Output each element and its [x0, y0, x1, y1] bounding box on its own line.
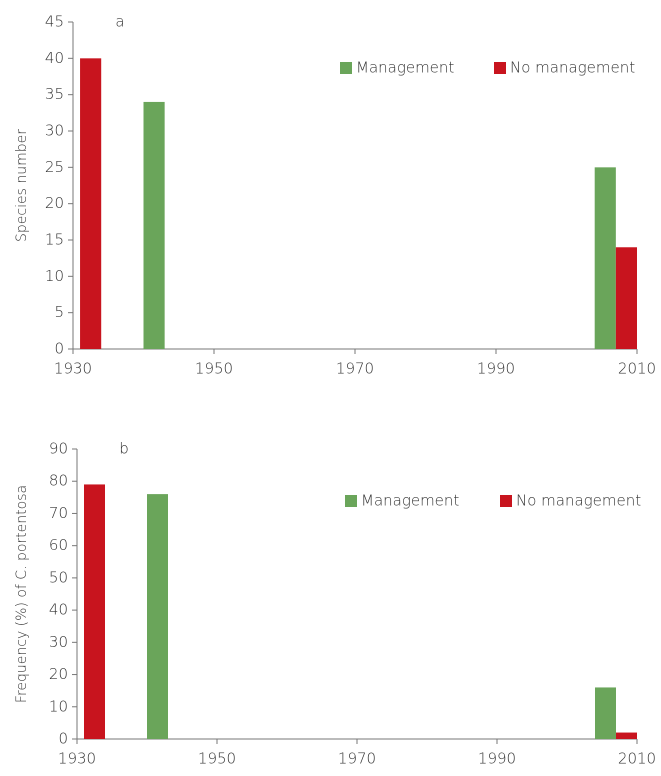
bar [147, 494, 168, 739]
legend-label: No management [516, 492, 641, 510]
bar [80, 58, 102, 349]
x-tick-label: 1970 [338, 750, 376, 768]
x-tick-label: 1930 [58, 750, 96, 768]
y-tick-label: 20 [49, 665, 68, 683]
x-tick-label: 1950 [195, 360, 233, 378]
panel-label: a [115, 13, 124, 31]
panel-label: b [119, 440, 129, 458]
y-tick-label: 5 [54, 303, 64, 321]
y-tick-label: 20 [45, 194, 64, 212]
y-tick-label: 10 [49, 697, 68, 715]
y-axis-label: Frequency (%) of C. portentosa [14, 485, 30, 703]
legend-swatch [500, 495, 512, 507]
y-tick-label: 45 [45, 13, 64, 31]
y-tick-label: 50 [49, 568, 68, 586]
legend-swatch [494, 62, 506, 74]
x-tick-label: 2010 [618, 360, 656, 378]
bar [615, 247, 637, 349]
y-tick-label: 40 [49, 601, 68, 619]
legend-swatch [340, 62, 352, 74]
bar [143, 101, 165, 349]
y-axis-label: Species number [14, 129, 30, 242]
x-tick-label: 1930 [54, 360, 92, 378]
x-tick-label: 1990 [477, 360, 515, 378]
y-tick-label: 10 [45, 267, 64, 285]
bar [594, 167, 616, 349]
y-tick-label: 70 [49, 504, 68, 522]
legend-swatch [345, 495, 357, 507]
x-tick-label: 1950 [198, 750, 236, 768]
y-tick-label: 30 [45, 122, 64, 140]
y-tick-label: 25 [45, 158, 64, 176]
bar [616, 732, 637, 739]
x-tick-label: 2010 [618, 750, 656, 768]
y-tick-label: 40 [45, 49, 64, 67]
x-tick-label: 1970 [336, 360, 374, 378]
y-tick-label: 30 [49, 633, 68, 651]
y-tick-label: 60 [49, 536, 68, 554]
y-tick-label: 0 [54, 340, 64, 358]
legend-label: Management [356, 59, 454, 77]
legend-label: No management [510, 59, 635, 77]
y-tick-label: 80 [49, 472, 68, 490]
y-tick-label: 0 [58, 730, 68, 748]
y-tick-label: 15 [45, 231, 64, 249]
x-tick-label: 1990 [478, 750, 516, 768]
y-tick-label: 90 [49, 440, 68, 458]
bar [595, 687, 616, 739]
y-tick-label: 35 [45, 85, 64, 103]
bar [84, 484, 105, 739]
legend-label: Management [361, 492, 459, 510]
